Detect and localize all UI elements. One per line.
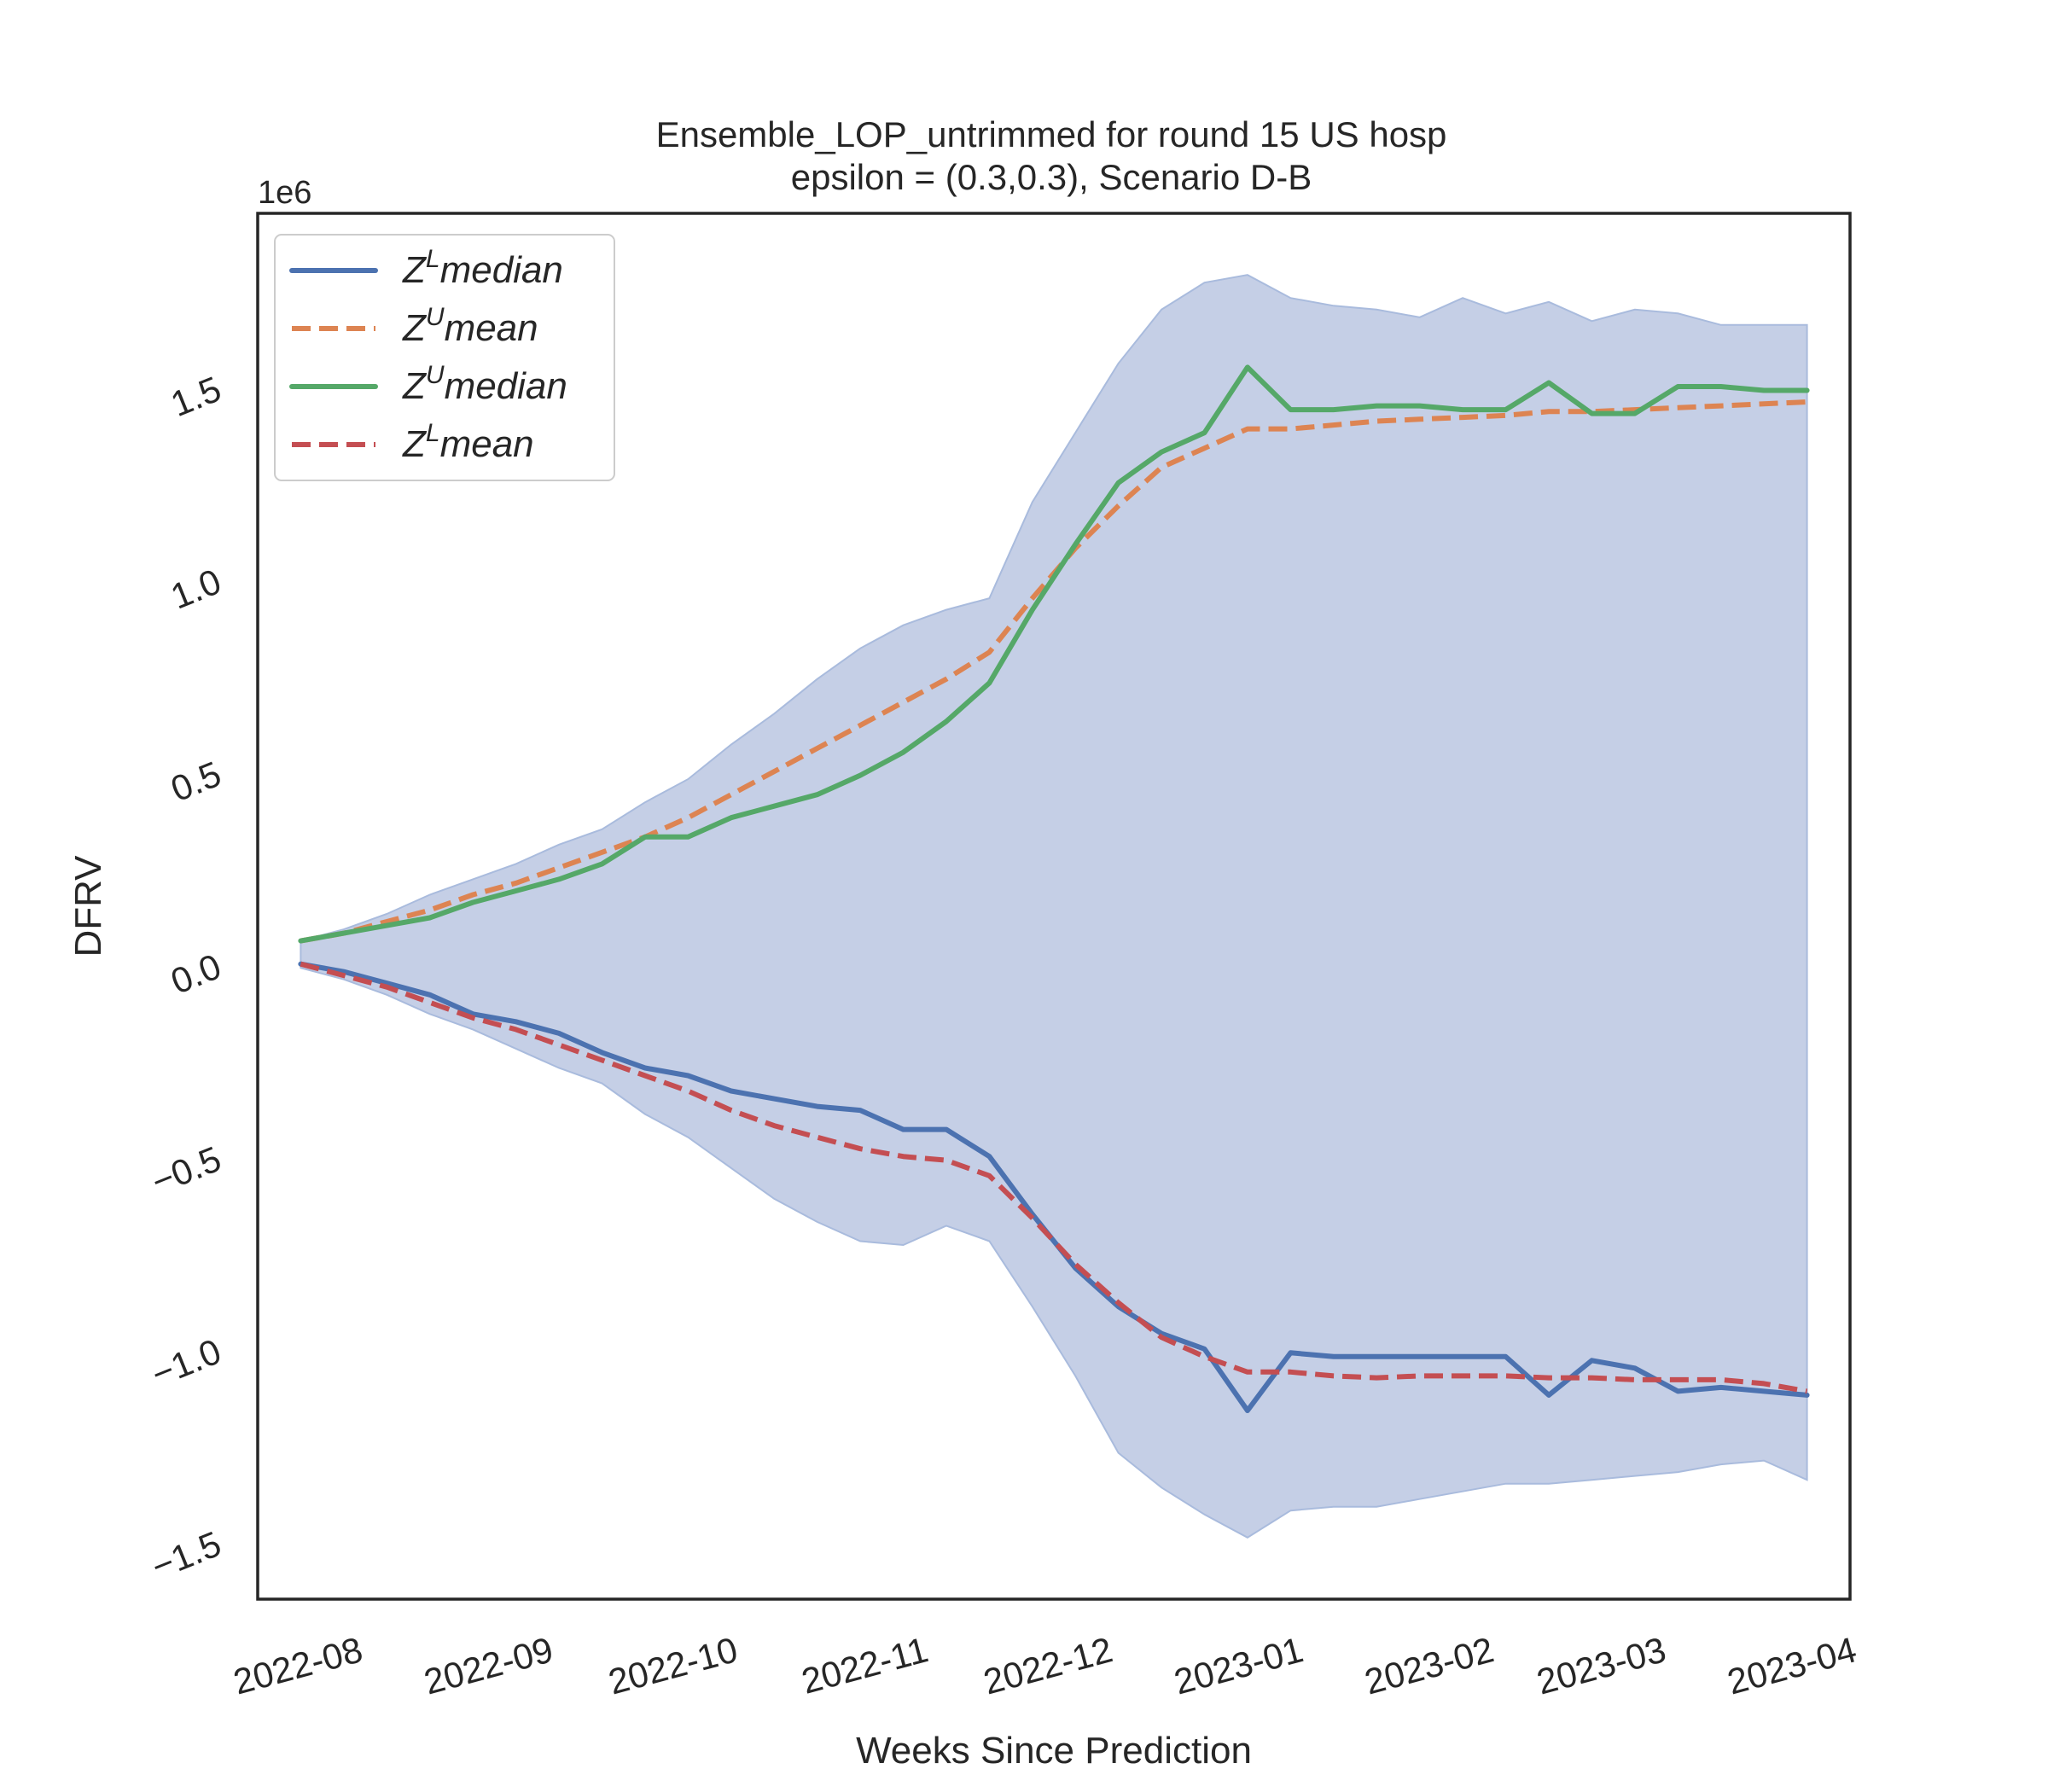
- x-axis-label: Weeks Since Prediction: [856, 1730, 1252, 1772]
- legend-label: ZLmean: [402, 419, 534, 465]
- y-tick-label: 0.5: [166, 753, 227, 809]
- plot-area: [298, 274, 1810, 1539]
- y-axis-label: DFRV: [67, 855, 109, 957]
- y-tick-label: 1.5: [166, 369, 227, 424]
- x-tick-label: 2023-01: [1170, 1629, 1307, 1702]
- series-line-2: [298, 364, 1810, 944]
- legend-frame: [274, 234, 615, 481]
- y-offset-label: 1e6: [258, 175, 311, 211]
- legend-label: ZUmean: [402, 303, 538, 349]
- x-tick-label: 2023-03: [1533, 1629, 1670, 1702]
- uncertainty-band: [300, 274, 1808, 1539]
- x-axis-ticks: 2022-08 2022-09 2022-10 2022-11 2022-12 2023-…: [230, 1629, 1861, 1702]
- x-tick-label: 2023-04: [1723, 1629, 1860, 1702]
- y-tick-label: −1.5: [146, 1523, 226, 1587]
- x-tick-label: 2023-02: [1360, 1629, 1498, 1702]
- chart-subtitle: epsilon = (0.3,0.3), Scenario D-B: [791, 157, 1312, 197]
- y-tick-label: 1.0: [166, 561, 227, 616]
- chart-title: Ensemble_LOP_untrimmed for round 15 US h…: [656, 114, 1447, 154]
- plot-frame: [256, 212, 1852, 1601]
- x-tick-label: 2022-09: [420, 1629, 557, 1702]
- x-tick-label: 2022-08: [230, 1629, 367, 1702]
- y-tick-label: −1.0: [146, 1331, 226, 1395]
- y-tick-label: 0.0: [166, 945, 227, 1001]
- series-line-3: [300, 961, 1808, 1394]
- x-tick-label: 2022-12: [980, 1629, 1117, 1702]
- x-tick-label: 2022-11: [797, 1629, 932, 1701]
- legend-label: ZUmedian: [402, 361, 567, 407]
- x-tick-label: 2022-10: [604, 1629, 742, 1702]
- y-axis-ticks: −1.5 −1.0 −0.5 0.0 0.5 1.0 1.5: [146, 369, 226, 1587]
- legend-label: ZLmedian: [402, 245, 563, 291]
- series-line-0: [298, 961, 1810, 1413]
- legend: ZLmedian ZUmean ZUmedian ZLmean: [274, 234, 615, 481]
- y-tick-label: −0.5: [146, 1138, 226, 1202]
